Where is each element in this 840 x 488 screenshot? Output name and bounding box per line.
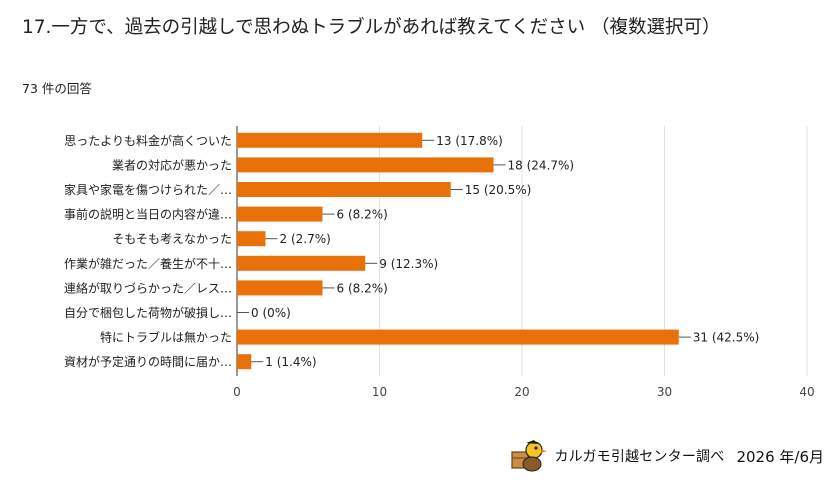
data-label: 2 (2.7%) xyxy=(280,232,331,246)
data-label: 0 (0%) xyxy=(251,306,291,320)
bar xyxy=(237,182,451,197)
footer-credit: カルガモ引越センター調べ 2026 年/6月 xyxy=(508,438,824,474)
category-label: 特にトラブルは無かった xyxy=(100,330,232,345)
data-label: 9 (12.3%) xyxy=(379,257,438,271)
data-label: 6 (8.2%) xyxy=(337,281,388,295)
category-label: 資材が予定通りの時間に届か… xyxy=(64,354,232,369)
bar xyxy=(237,157,494,173)
x-tick-label: 20 xyxy=(514,385,529,399)
data-label: 18 (24.7%) xyxy=(508,158,575,172)
response-count: 73 件の回答 xyxy=(22,81,92,96)
category-label: 思ったよりも料金が高くついた xyxy=(64,133,232,148)
category-label: 連絡が取りづらかった／レス… xyxy=(64,280,232,295)
data-label: 13 (17.8%) xyxy=(436,134,503,148)
survey-date: 2026 年/6月 xyxy=(736,447,824,466)
data-label: 31 (42.5%) xyxy=(693,331,760,345)
category-label: 業者の対応が悪かった xyxy=(112,157,232,172)
category-label: 家具や家電を傷つけられた／… xyxy=(64,182,232,197)
category-label: 事前の説明と当日の内容が違… xyxy=(64,207,232,222)
x-tick-label: 10 xyxy=(372,385,387,399)
data-label: 6 (8.2%) xyxy=(337,208,388,222)
bar xyxy=(237,231,266,247)
bar xyxy=(237,132,423,148)
x-tick-label: 30 xyxy=(657,385,672,399)
bar xyxy=(237,280,323,296)
category-label: 作業が雑だった／養生が不十… xyxy=(64,256,232,271)
bar xyxy=(237,206,323,222)
bar xyxy=(237,255,366,271)
data-label: 15 (20.5%) xyxy=(465,183,532,197)
credit-text: カルガモ引越センター調べ xyxy=(554,449,725,465)
duck-mascot-icon xyxy=(511,440,548,472)
x-tick-label: 40 xyxy=(799,385,814,399)
bar xyxy=(237,329,679,345)
category-label: 自分で梱包した荷物が破損し… xyxy=(64,305,232,320)
bar xyxy=(237,354,252,370)
question-title: 17.一方で、過去の引越しで思わぬトラブルがあれば教えてください （複数選択可） xyxy=(22,17,721,38)
x-tick-label: 0 xyxy=(233,385,241,399)
category-label: そもそも考えなかった xyxy=(112,232,232,246)
data-label: 1 (1.4%) xyxy=(265,355,316,369)
